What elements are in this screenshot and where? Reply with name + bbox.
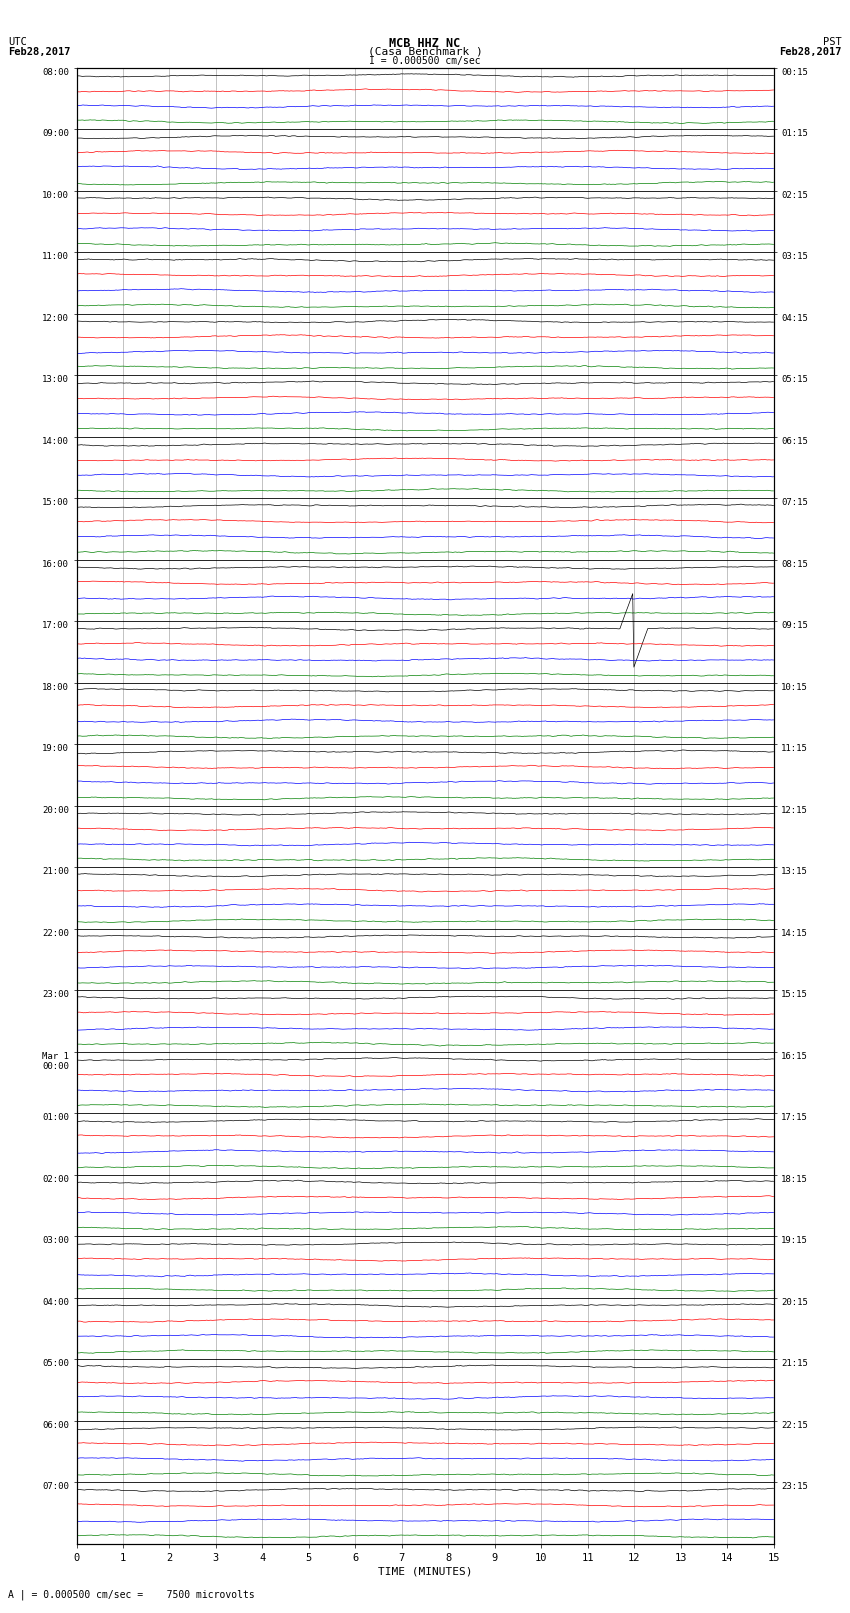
Text: MCB HHZ NC: MCB HHZ NC bbox=[389, 37, 461, 50]
Text: UTC: UTC bbox=[8, 37, 27, 47]
Text: A | = 0.000500 cm/sec =    7500 microvolts: A | = 0.000500 cm/sec = 7500 microvolts bbox=[8, 1589, 255, 1600]
Text: (Casa Benchmark ): (Casa Benchmark ) bbox=[367, 47, 483, 56]
Text: Feb28,2017: Feb28,2017 bbox=[779, 47, 842, 56]
Text: I = 0.000500 cm/sec: I = 0.000500 cm/sec bbox=[369, 56, 481, 66]
X-axis label: TIME (MINUTES): TIME (MINUTES) bbox=[377, 1566, 473, 1578]
Text: PST: PST bbox=[823, 37, 842, 47]
Text: Feb28,2017: Feb28,2017 bbox=[8, 47, 71, 56]
